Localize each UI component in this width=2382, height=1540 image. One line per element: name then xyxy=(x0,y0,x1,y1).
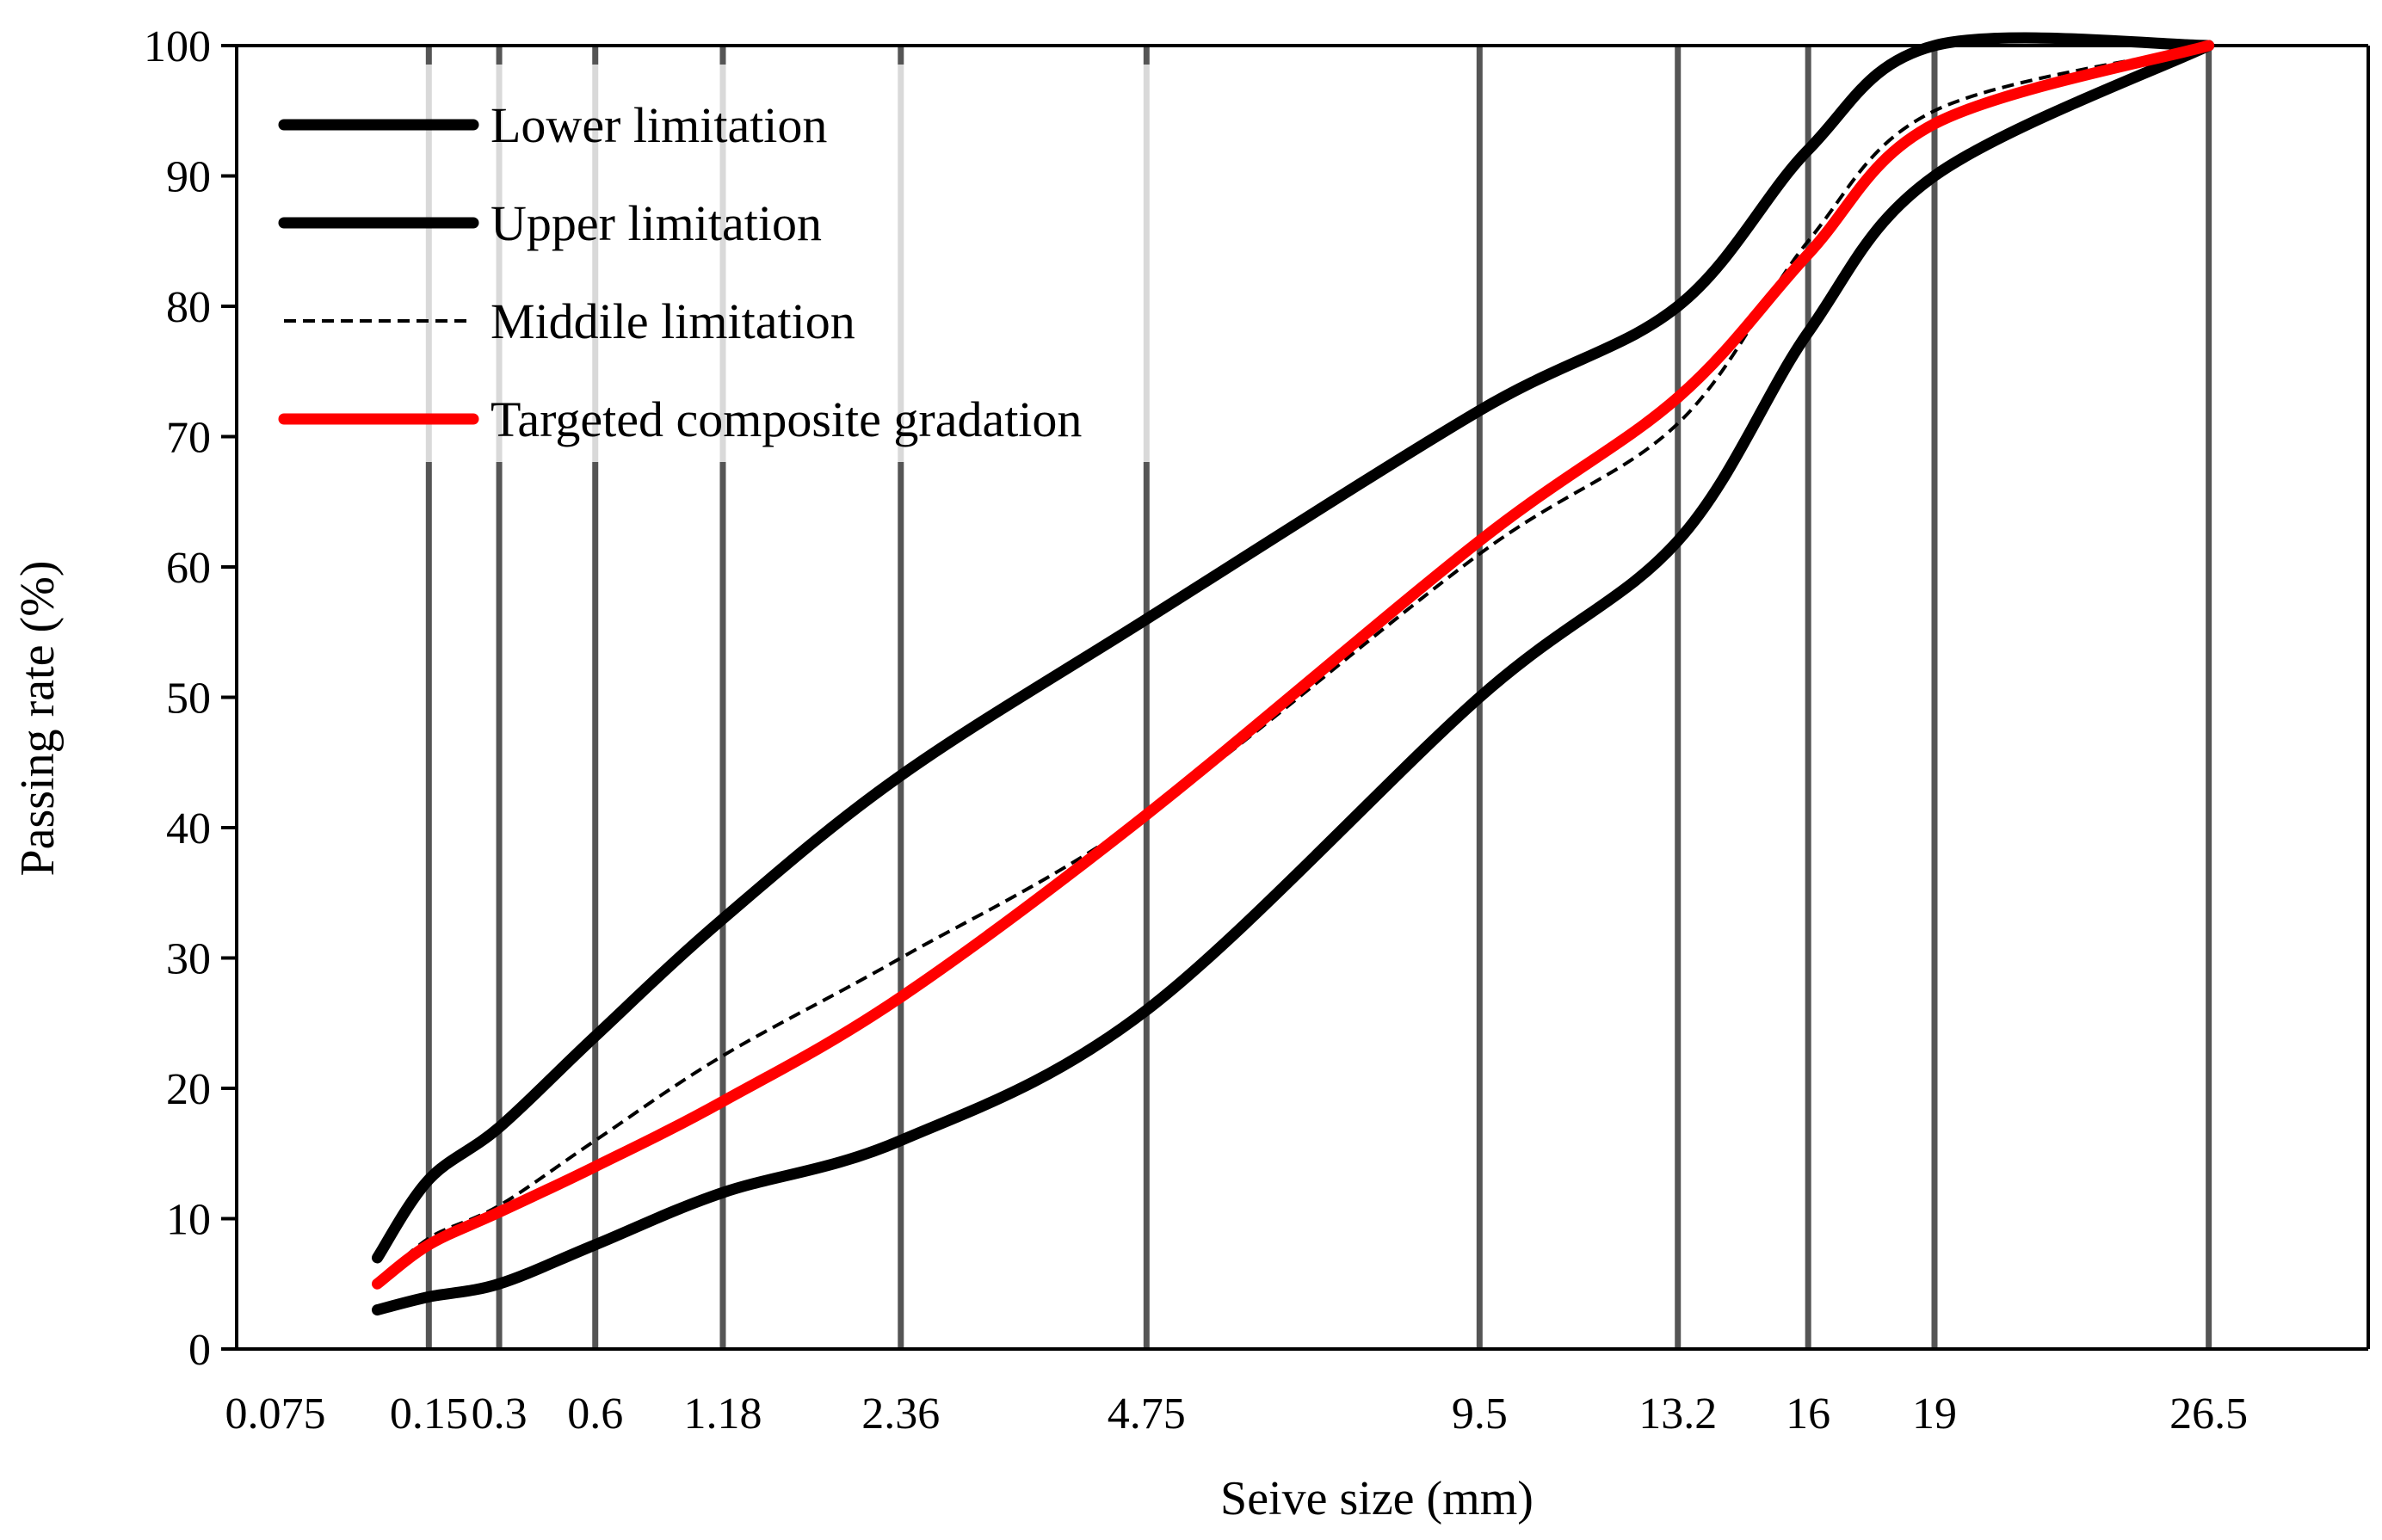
x-tick-label-0.15: 0.15 xyxy=(390,1389,468,1438)
legend-label-lower-limitation: Lower limitation xyxy=(491,97,827,153)
x-tick-label-19: 19 xyxy=(1912,1389,1957,1438)
x-tick-label-1.18: 1.18 xyxy=(683,1389,762,1438)
x-tick-label-4.75: 4.75 xyxy=(1108,1389,1186,1438)
y-tick-label-100: 100 xyxy=(144,22,211,71)
x-tick-label-2.36: 2.36 xyxy=(861,1389,940,1438)
x-axis-title: Seive size (mm) xyxy=(1220,1472,1533,1525)
y-tick-label-30: 30 xyxy=(166,935,211,984)
legend-label-targeted-composite-gradation: Targeted composite gradation xyxy=(491,391,1082,447)
x-tick-label-9.5: 9.5 xyxy=(1452,1389,1508,1438)
series-line-lower-limitation xyxy=(371,40,2215,1316)
y-tick-label-70: 70 xyxy=(166,414,211,463)
series-line-targeted-composite-gradation xyxy=(371,40,2215,1290)
y-tick-label-80: 80 xyxy=(166,283,211,332)
x-tick-label-0.075: 0.075 xyxy=(225,1389,326,1438)
y-tick-label-20: 20 xyxy=(166,1065,211,1114)
legend-label-middile-limitation: Middile limitation xyxy=(491,293,855,349)
x-tick-label-16: 16 xyxy=(1786,1389,1830,1438)
x-tick-label-0.3: 0.3 xyxy=(472,1389,528,1438)
series-line-upper-limitation xyxy=(371,32,2215,1264)
x-tick-label-26.5: 26.5 xyxy=(2169,1389,2248,1438)
y-tick-label-10: 10 xyxy=(166,1196,211,1245)
grid-lines xyxy=(425,46,2212,1349)
axes: 0 10 20 30 40 50 60 70 80 90 100 0.075 0.15 0.3 0.6 1.1… xyxy=(144,22,2370,1438)
y-tick-label-60: 60 xyxy=(166,544,211,593)
y-axis-title: Passing rate (%) xyxy=(11,560,65,876)
data-series xyxy=(371,32,2215,1316)
x-tick-label-0.6: 0.6 xyxy=(567,1389,623,1438)
y-tick-label-90: 90 xyxy=(166,153,211,202)
legend: Lower limitation Upper limitation Middile … xyxy=(278,97,1082,447)
legend-label-upper-limitation: Upper limitation xyxy=(491,195,822,251)
y-tick-label-0: 0 xyxy=(188,1326,211,1375)
y-tick-label-50: 50 xyxy=(166,675,211,724)
y-tick-label-40: 40 xyxy=(166,804,211,853)
x-tick-label-13.2: 13.2 xyxy=(1638,1389,1717,1438)
